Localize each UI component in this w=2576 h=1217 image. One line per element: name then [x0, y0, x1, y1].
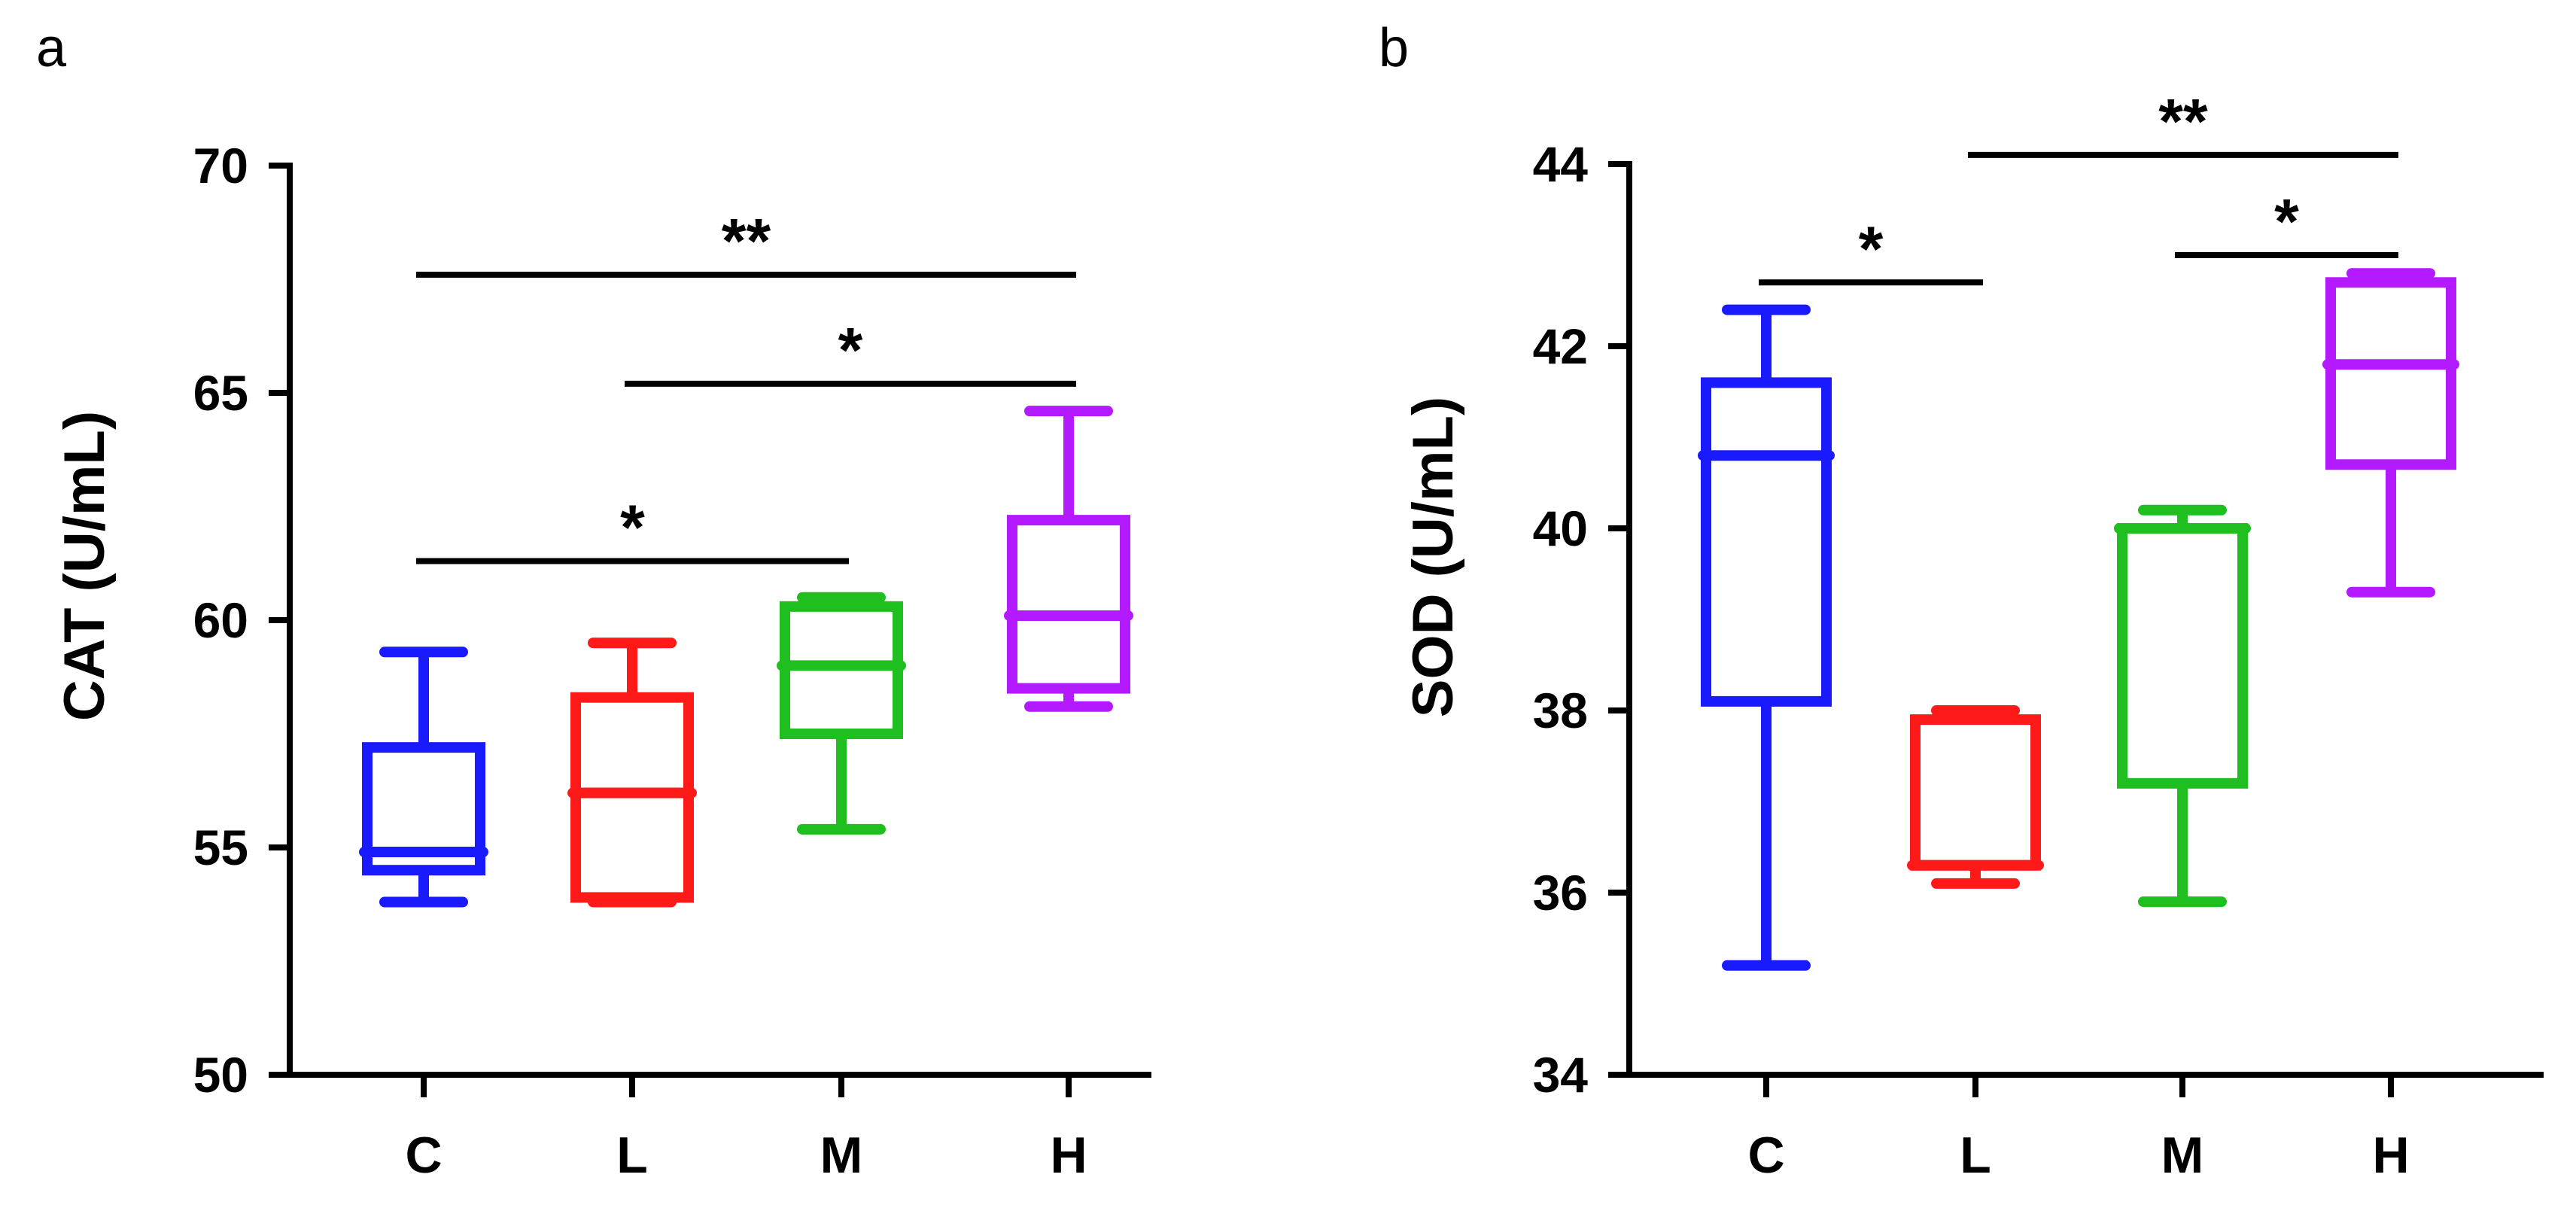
iqr-box: [362, 742, 485, 876]
significance-label: *: [2274, 186, 2299, 257]
panel-b-y-axis-title: SOD (U/mL): [1401, 397, 1465, 717]
y-tick-label: 55: [193, 820, 248, 875]
y-tick-label: 60: [193, 592, 248, 648]
box-L: [1907, 705, 2044, 889]
x-category-label: L: [1960, 1127, 1991, 1184]
x-category-label: M: [820, 1127, 863, 1184]
x-category-label: H: [2372, 1127, 2409, 1184]
y-tick-label: 38: [1533, 683, 1588, 738]
y-tick-label: 44: [1533, 136, 1589, 192]
significance-label: **: [2158, 86, 2208, 157]
y-tick-label: 40: [1533, 500, 1588, 556]
y-tick-label: 50: [193, 1047, 248, 1103]
box-C: [1698, 304, 1835, 971]
box-H: [2322, 268, 2459, 598]
box-L: [567, 637, 697, 908]
iqr-box: [2117, 523, 2248, 789]
iqr-box: [2325, 277, 2456, 470]
significance-label: **: [722, 205, 771, 276]
y-tick-label: 70: [193, 138, 248, 193]
y-tick-label: 42: [1533, 318, 1588, 374]
box-C: [359, 647, 488, 908]
y-tick-label: 36: [1533, 865, 1588, 920]
panel-a-y-axis-title: CAT (U/mL): [53, 411, 117, 721]
y-tick-label: 34: [1533, 1047, 1589, 1103]
significance-label: *: [1859, 213, 1884, 284]
x-category-label: C: [405, 1127, 442, 1184]
panel-b-label: b: [1379, 18, 1409, 78]
x-category-label: C: [1747, 1127, 1784, 1184]
box-M: [777, 592, 906, 835]
y-tick-label: 65: [193, 365, 248, 421]
significance-label: *: [620, 491, 645, 562]
x-category-label: M: [2161, 1127, 2204, 1184]
x-category-label: H: [1050, 1127, 1087, 1184]
iqr-box: [1007, 515, 1130, 694]
x-category-label: L: [616, 1127, 648, 1184]
panel-a-label: a: [36, 18, 67, 78]
significance-label: *: [838, 315, 863, 385]
box-H: [1004, 406, 1133, 712]
iqr-box: [1701, 377, 1832, 707]
box-M: [2114, 504, 2251, 908]
iqr-box: [1910, 714, 2041, 871]
